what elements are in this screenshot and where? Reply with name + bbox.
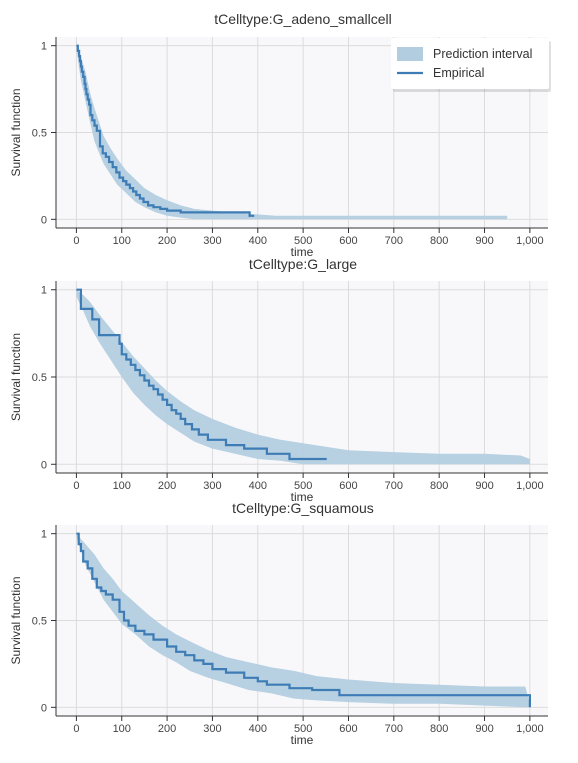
x-tick-label: 700 xyxy=(385,480,403,492)
empirical-line xyxy=(76,288,327,461)
chart-panel-3: 0 100 200 300 400 500 600 700 800 900 1,000 0 0.5 1 tC… xyxy=(9,500,548,747)
x-tick-label: 100 xyxy=(113,235,131,247)
y-tick-label: 0.5 xyxy=(32,128,47,140)
x-tick-label: 400 xyxy=(249,723,267,735)
x-tick-label: 200 xyxy=(158,480,176,492)
legend: Prediction interval Empirical xyxy=(391,38,551,92)
chart-title: tCelltype:G_large xyxy=(249,256,357,272)
x-tick-label: 500 xyxy=(294,235,312,247)
x-tick-label: 1,000 xyxy=(516,235,544,247)
x-axis-label: time xyxy=(291,245,314,259)
x-tick-label: 100 xyxy=(113,480,131,492)
chart-panel-2: 0 100 200 300 400 500 600 700 800 900 1,000 0 0.5 1 tC… xyxy=(9,256,548,504)
x-tick-label: 600 xyxy=(339,723,357,735)
x-tick-label: 900 xyxy=(475,480,493,492)
chart-title: tCelltype:G_squamous xyxy=(232,500,374,516)
y-axis-label: Survival function xyxy=(9,333,23,421)
empirical-line xyxy=(76,44,255,217)
x-tick-label: 200 xyxy=(158,235,176,247)
x-tick-label: 600 xyxy=(339,480,357,492)
empirical-line xyxy=(76,532,531,708)
x-tick-label: 0 xyxy=(73,480,79,492)
x-tick-label: 1,000 xyxy=(516,480,544,492)
x-tick-label: 700 xyxy=(385,723,403,735)
legend-label: Empirical xyxy=(433,66,484,80)
y-tick-label: 0.5 xyxy=(32,616,47,628)
y-tick-label: 0.5 xyxy=(32,372,47,384)
x-tick-label: 800 xyxy=(430,723,448,735)
prediction-interval-band xyxy=(76,289,530,465)
x-tick-label: 400 xyxy=(249,235,267,247)
y-tick-label: 0 xyxy=(41,459,47,471)
legend-label: Prediction interval xyxy=(433,47,532,61)
x-tick-label: 200 xyxy=(158,723,176,735)
y-axis-label: Survival function xyxy=(9,88,23,176)
chart-panel-1: 0 100 200 300 400 500 600 700 800 900 1,000 0 0.5 1 tC… xyxy=(9,11,551,259)
x-tick-label: 500 xyxy=(294,723,312,735)
y-tick-label: 1 xyxy=(41,285,47,297)
y-axis-label: Survival function xyxy=(9,576,23,664)
x-tick-label: 300 xyxy=(203,235,221,247)
x-axis-label: time xyxy=(291,733,314,747)
x-tick-label: 1,000 xyxy=(516,723,544,735)
x-axis-label: time xyxy=(291,490,314,504)
y-tick-label: 1 xyxy=(41,41,47,53)
x-tick-label: 600 xyxy=(339,235,357,247)
y-tick-label: 1 xyxy=(41,529,47,541)
x-tick-label: 300 xyxy=(203,723,221,735)
x-tick-label: 0 xyxy=(73,723,79,735)
x-tick-label: 300 xyxy=(203,480,221,492)
prediction-interval-band xyxy=(76,533,530,708)
x-tick-label: 100 xyxy=(113,723,131,735)
x-tick-label: 800 xyxy=(430,235,448,247)
x-tick-label: 900 xyxy=(475,723,493,735)
x-tick-label: 800 xyxy=(430,480,448,492)
x-tick-label: 400 xyxy=(249,480,267,492)
y-tick-label: 0 xyxy=(41,702,47,714)
x-tick-label: 700 xyxy=(385,235,403,247)
legend-box xyxy=(391,38,549,89)
legend-swatch-band xyxy=(397,47,423,61)
y-tick-label: 0 xyxy=(41,214,47,226)
x-tick-label: 500 xyxy=(294,480,312,492)
x-tick-label: 0 xyxy=(73,235,79,247)
x-tick-label: 900 xyxy=(475,235,493,247)
chart-title: tCelltype:G_adeno_smallcell xyxy=(214,11,391,27)
